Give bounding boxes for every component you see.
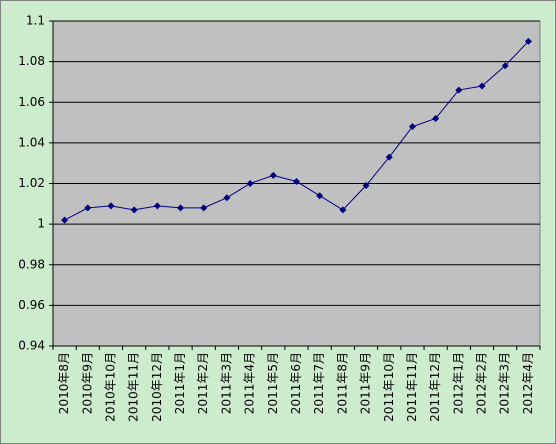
marker [61,216,69,224]
marker [478,82,486,90]
marker [524,37,532,45]
x-tick-label: 2011年1月 [173,352,187,414]
y-tick-label: 0.96 [18,298,45,312]
marker [223,194,231,202]
y-tick-label: 0.94 [18,339,45,353]
x-tick-label: 2010年9月 [80,352,94,414]
marker [177,204,185,212]
marker [153,202,161,210]
marker [316,192,324,200]
y-tick-label: 1.04 [18,135,45,149]
y-tick-label: 1.1 [26,14,45,28]
x-tick-label: 2011年4月 [243,352,257,414]
x-tick-label: 2011年9月 [359,352,373,414]
x-tick-label: 2011年12月 [428,352,442,422]
marker [130,206,138,214]
x-tick-label: 2011年5月 [266,352,280,414]
marker [107,202,115,210]
marker [339,206,347,214]
x-tick-label: 2011年3月 [219,352,233,414]
x-tick-label: 2012年1月 [451,352,465,414]
marker [293,177,300,185]
x-tick-label: 2011年8月 [335,352,349,414]
x-tick-label: 2010年11月 [127,352,141,422]
y-tick-label: 1.08 [18,54,45,68]
x-tick-label: 2011年11月 [405,352,419,422]
marker [84,204,92,212]
x-tick-label: 2010年12月 [150,352,164,422]
x-tick-label: 2012年3月 [498,352,512,414]
x-tick-label: 2011年7月 [312,352,326,414]
x-tick-label: 2011年2月 [196,352,210,414]
marker [501,62,509,70]
y-tick-label: 1.02 [18,176,45,190]
marker [362,182,370,190]
y-tick-label: 1.06 [18,95,45,109]
marker [200,204,208,212]
marker [269,171,277,179]
x-tick-label: 2012年4月 [521,352,535,414]
marker [455,86,463,94]
y-tick-label: 1 [37,217,45,231]
marker [432,115,440,122]
x-tick-label: 2010年10月 [103,352,117,422]
marker [385,153,393,161]
x-tick-label: 2011年10月 [382,352,396,422]
y-tick-label: 0.98 [18,257,45,271]
x-tick-label: 2011年6月 [289,352,303,414]
x-tick-label: 2010年8月 [57,352,71,414]
marker [408,123,416,131]
x-tick-label: 2012年2月 [475,352,489,414]
marker [246,180,254,187]
